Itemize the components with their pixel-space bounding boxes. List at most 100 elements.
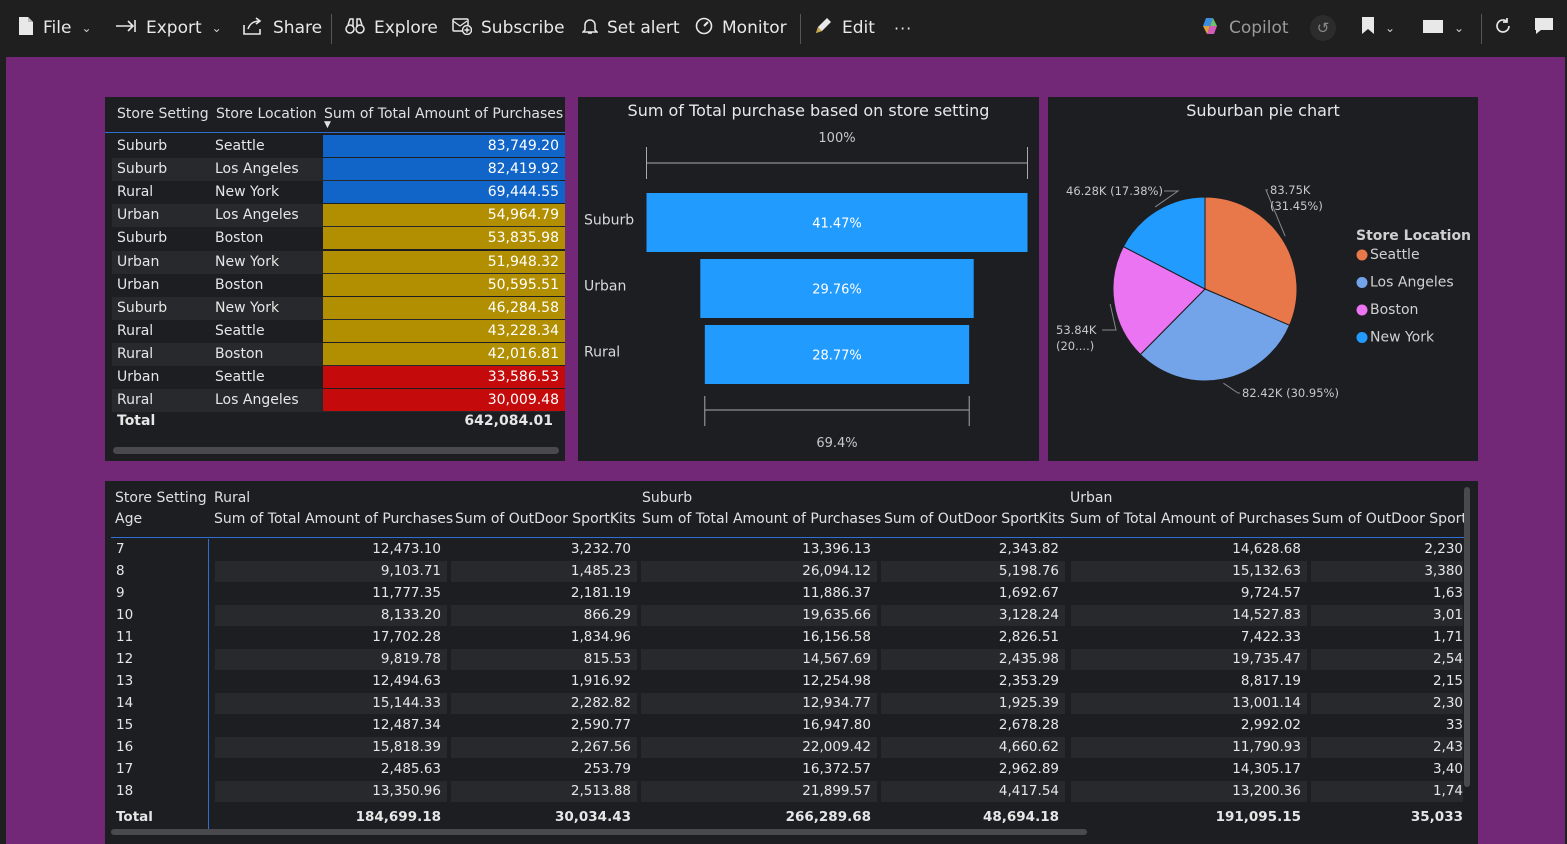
horizontal-scrollbar[interactable]	[111, 829, 1087, 835]
table-row[interactable]: Rural Los Angeles 30,009.48	[112, 389, 565, 413]
matrix-row[interactable]: 9 11,777.35 2,181.19 11,886.37 1,692.67 9,724…	[111, 583, 1469, 605]
group-header-rural[interactable]: Rural	[214, 490, 251, 506]
view-icon	[1422, 18, 1444, 39]
explore-button[interactable]: Explore	[345, 0, 438, 56]
comments-button[interactable]	[1534, 0, 1554, 56]
row-header-age[interactable]: Age	[115, 511, 143, 527]
table-total-row: Total 642,084.01	[117, 411, 553, 433]
cell-store-location: Los Angeles	[215, 207, 299, 224]
cell-u-p: 15,132.63	[1071, 561, 1307, 582]
row-header-store-setting[interactable]: Store Setting	[115, 490, 207, 506]
table-row[interactable]: Suburb Los Angeles 82,419.92	[112, 158, 565, 182]
cell-age: 10	[116, 607, 134, 623]
funnel-category-label: Rural	[584, 345, 620, 361]
cell-s-p: 11,886.37	[802, 585, 871, 601]
cell-r-p: 9,103.71	[215, 561, 447, 582]
matrix-row[interactable]: 11 17,702.28 1,834.96 16,156.58 2,826.51 7,42…	[111, 627, 1469, 649]
cell-s-p: 22,009.42	[641, 737, 877, 758]
matrix-row[interactable]: 15 12,487.34 2,590.77 16,947.80 2,678.28 2,99…	[111, 715, 1469, 737]
cell-r-p: 9,819.78	[215, 649, 447, 670]
table-row[interactable]: Urban Seattle 33,586.53	[112, 366, 565, 389]
cell-store-setting: Suburb	[117, 138, 168, 154]
store-table-visual[interactable]: Store Setting Store Location Sum of Tota…	[105, 97, 565, 461]
legend-marker[interactable]	[1356, 332, 1368, 343]
table-row[interactable]: Suburb Boston 53,835.98	[112, 227, 565, 250]
edit-button[interactable]: Edit	[813, 0, 875, 56]
table-row[interactable]: Rural Seattle 43,228.34	[112, 319, 565, 343]
table-row[interactable]: Urban New York 51,948.32	[112, 250, 565, 274]
table-row[interactable]: Urban Los Angeles 54,964.79	[112, 204, 565, 228]
total-value: 642,084.01	[464, 413, 553, 429]
toolbar-divider	[331, 14, 332, 44]
funnel-chart-visual[interactable]: Sum of Total purchase based on store set…	[578, 97, 1039, 461]
col-header-purchases[interactable]: Sum of Total Amount of Purchases	[1070, 511, 1310, 527]
matrix-row[interactable]: 7 12,473.10 3,232.70 13,396.13 2,343.82 14,62…	[111, 539, 1469, 561]
subscribe-button[interactable]: Subscribe	[452, 0, 565, 56]
cell-age: 17	[116, 761, 134, 777]
table-row[interactable]: Urban Boston 50,595.51	[112, 273, 565, 297]
pie-slice[interactable]	[1122, 196, 1206, 290]
pie-chart-visual[interactable]: Suburban pie chart 83.75K (31.45%) 82.42K …	[1048, 97, 1478, 461]
col-header-store-location[interactable]: Store Location	[216, 106, 317, 122]
pie-chart: 83.75K (31.45%) 82.42K (30.95%) 53.84K (20..…	[1056, 183, 1471, 400]
legend-item-label[interactable]: New York	[1370, 330, 1435, 346]
matrix-row[interactable]: 16 15,818.39 2,267.56 22,009.42 4,660.62 11,7…	[111, 737, 1469, 759]
view-menu[interactable]: ⌄	[1422, 0, 1464, 56]
cell-r-p: 12,473.10	[372, 541, 441, 557]
legend-marker[interactable]	[1356, 304, 1368, 316]
col-header-sum-total-amount[interactable]: Sum of Total Amount of Purchases	[324, 106, 564, 122]
legend-item-label[interactable]: Boston	[1370, 302, 1418, 318]
reset-button[interactable]: ↺	[1310, 0, 1336, 56]
table-row[interactable]: Suburb New York 46,284.58	[112, 296, 565, 320]
matrix-row[interactable]: 17 2,485.63 253.79 16,372.57 2,962.89 14,305.…	[111, 759, 1469, 781]
matrix-row[interactable]: 10 8,133.20 866.29 19,635.66 3,128.24 14,527.…	[111, 605, 1469, 627]
cell-u-p: 13,001.14	[1071, 693, 1307, 714]
funnel-bar[interactable]	[704, 325, 970, 384]
vertical-scrollbar[interactable]	[1464, 487, 1470, 787]
pie-slice[interactable]	[1204, 196, 1298, 326]
matrix-total-row[interactable]: Total 184,699.18 30,034.43 266,289.68 48,694…	[111, 807, 1469, 829]
matrix-row[interactable]: 18 13,350.96 2,513.88 21,899.57 4,417.54 13,2…	[111, 781, 1469, 803]
table-row[interactable]: Rural New York 69,444.55	[112, 181, 565, 204]
table-row[interactable]: Rural Boston 42,016.81	[112, 342, 565, 366]
age-matrix-visual[interactable]: Store Setting Age Rural Suburb Urban Sum…	[105, 481, 1478, 844]
subscribe-icon	[452, 17, 473, 40]
cell-s-s: 4,660.62	[881, 737, 1065, 758]
pie-leader-line	[1102, 303, 1117, 331]
group-header-urban[interactable]: Urban	[1070, 490, 1113, 506]
file-menu[interactable]: File ⌄	[18, 0, 92, 56]
set-alert-button[interactable]: Set alert	[581, 0, 680, 56]
pie-slice[interactable]	[1139, 288, 1291, 382]
col-header-store-setting[interactable]: Store Setting	[117, 106, 209, 122]
horizontal-scrollbar[interactable]	[113, 447, 559, 454]
matrix-row[interactable]: 14 15,144.33 2,282.82 12,934.77 1,925.39 13,0…	[111, 693, 1469, 715]
cell-store-location: Seattle	[215, 322, 265, 339]
bookmark-menu[interactable]: ⌄	[1361, 0, 1395, 56]
funnel-bar[interactable]	[700, 259, 974, 318]
col-header-sportkits[interactable]: Sum of OutDoor Sport	[1312, 511, 1467, 527]
col-header-purchases[interactable]: Sum of Total Amount of Purchases	[642, 511, 882, 527]
matrix-row[interactable]: 13 12,494.63 1,916.92 12,254.98 2,353.29 8,81…	[111, 671, 1469, 693]
cell-r-p: 12,487.34	[372, 717, 441, 733]
legend-marker[interactable]	[1356, 249, 1368, 261]
refresh-button[interactable]	[1494, 0, 1512, 56]
legend-marker[interactable]	[1356, 277, 1368, 288]
col-header-sportkits[interactable]: Sum of OutDoor SportKits	[884, 511, 1065, 527]
col-header-sportkits[interactable]: Sum of OutDoor SportKits	[455, 511, 636, 527]
monitor-button[interactable]: Monitor	[695, 0, 787, 56]
group-header-suburb[interactable]: Suburb	[642, 490, 693, 506]
legend-item-label[interactable]: Seattle	[1370, 247, 1420, 263]
matrix-row[interactable]: 8 9,103.71 1,485.23 26,094.12 5,198.76 15,132…	[111, 561, 1469, 583]
share-button[interactable]: Share	[242, 0, 322, 56]
col-header-purchases[interactable]: Sum of Total Amount of Purchases	[214, 511, 454, 527]
funnel-bar[interactable]	[646, 193, 1028, 252]
more-options-button[interactable]: ···	[894, 0, 912, 56]
legend-item-label[interactable]: Los Angeles	[1370, 275, 1454, 291]
export-menu[interactable]: Export ⌄	[115, 0, 222, 56]
matrix-row[interactable]: 12 9,819.78 815.53 14,567.69 2,435.98 19,735.…	[111, 649, 1469, 671]
copilot-button[interactable]: Copilot	[1200, 0, 1289, 56]
cell-age: 13	[116, 673, 134, 689]
table-row[interactable]: Suburb Seattle 83,749.20	[112, 135, 565, 158]
cell-store-location: New York	[215, 299, 280, 316]
pie-slice[interactable]	[1112, 245, 1206, 356]
